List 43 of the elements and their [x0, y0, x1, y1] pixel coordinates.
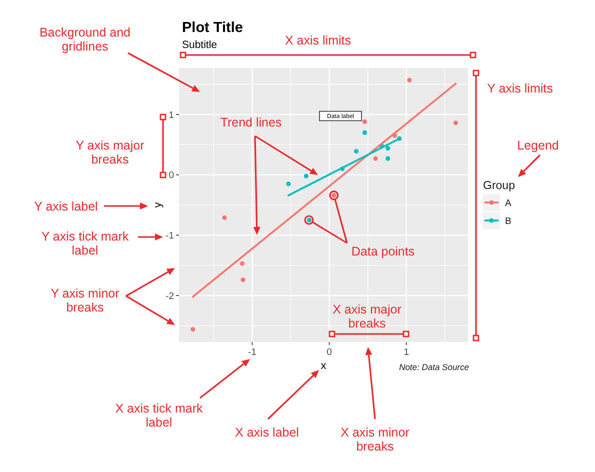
point — [453, 120, 458, 126]
text: Y axis label — [34, 199, 98, 214]
text: X axis label — [235, 425, 299, 440]
point — [373, 156, 378, 161]
annotation: X axis major breaks — [332, 302, 402, 330]
point — [386, 146, 390, 151]
point — [240, 278, 246, 282]
text: Legend — [517, 138, 559, 152]
legend-title: Group — [483, 180, 515, 192]
point — [362, 119, 368, 124]
text: X axis minor breaks — [340, 425, 410, 454]
text: X axis limits — [285, 33, 351, 48]
text: Y axis major breaks — [76, 138, 144, 166]
text: X axis tick mark label — [115, 401, 204, 430]
chart-title: Plot Title — [182, 20, 243, 36]
point — [240, 261, 244, 266]
text: Y axis minor breaks — [50, 286, 120, 314]
text: Note: Data Source — [399, 362, 470, 372]
point — [407, 78, 412, 82]
x-tick-label: -1 — [248, 347, 256, 358]
point — [354, 148, 359, 154]
annotation: Data points — [351, 244, 415, 258]
point — [304, 174, 308, 178]
legend-label: A — [505, 198, 512, 209]
y-axis-title: y — [152, 202, 164, 208]
text: Background and gridlines — [39, 25, 131, 54]
y-tick-label: -2 — [166, 290, 174, 302]
x-tick-label: 0 — [326, 347, 332, 358]
y-tick-label: 1 — [168, 110, 174, 121]
y-tick-label: -1 — [166, 230, 174, 242]
annotation: Trend lines — [220, 115, 282, 130]
point — [286, 182, 291, 186]
text: Y axis limits — [487, 81, 553, 96]
point — [362, 130, 368, 135]
x-tick-label: 1 — [404, 347, 409, 358]
legend-label: B — [505, 216, 512, 227]
x-axis-title: x — [320, 360, 327, 372]
point — [222, 215, 227, 220]
y-tick-label: 0 — [168, 170, 174, 182]
text: Y axis tick mark label — [41, 229, 130, 258]
point — [190, 327, 196, 332]
point — [386, 156, 390, 161]
chart-subtitle: Subtitle — [182, 39, 218, 51]
